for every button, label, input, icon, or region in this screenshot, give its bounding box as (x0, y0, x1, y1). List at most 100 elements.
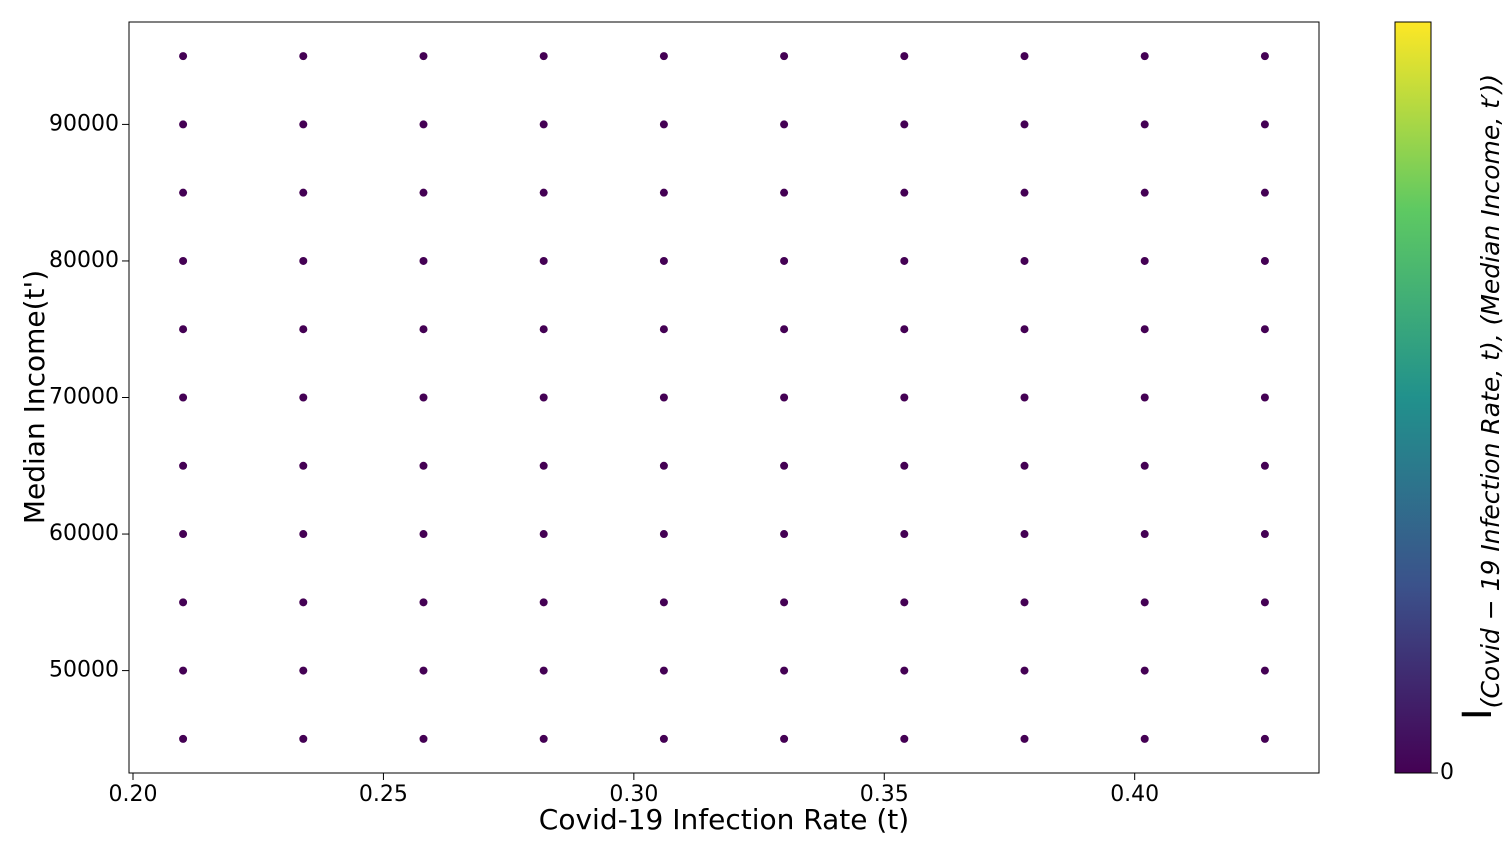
x-tick-label: 0.25 (359, 782, 408, 807)
point (299, 666, 308, 675)
point (419, 52, 428, 61)
point (659, 598, 668, 607)
point (900, 393, 909, 402)
point (299, 325, 308, 334)
point (659, 256, 668, 265)
point (1140, 598, 1149, 607)
point (780, 325, 789, 334)
point (539, 598, 548, 607)
point (299, 461, 308, 470)
point (780, 598, 789, 607)
point (539, 393, 548, 402)
y-tick-label: 90000 (49, 111, 119, 136)
point (1260, 256, 1269, 265)
x-tick-label: 0.30 (609, 782, 658, 807)
point (299, 120, 308, 129)
point (299, 530, 308, 539)
y-axis-label: Median Income(t') (18, 270, 51, 524)
point (900, 598, 909, 607)
point (1140, 120, 1149, 129)
point (1020, 393, 1029, 402)
point (1020, 734, 1029, 743)
point (539, 666, 548, 675)
point (179, 461, 188, 470)
point (659, 530, 668, 539)
point (780, 734, 789, 743)
point (419, 666, 428, 675)
point (1260, 666, 1269, 675)
point (1020, 188, 1029, 197)
point (900, 325, 909, 334)
point (780, 393, 789, 402)
point (419, 188, 428, 197)
point (539, 52, 548, 61)
y-tick-label: 80000 (49, 248, 119, 273)
point (179, 188, 188, 197)
point (179, 666, 188, 675)
colorbar-label: I(Covid − 19 Infection Rate, t), (Median… (1455, 74, 1505, 720)
point (419, 461, 428, 470)
point (1260, 461, 1269, 470)
point (659, 461, 668, 470)
point (1260, 120, 1269, 129)
colorbar-tick-label: 0 (1440, 760, 1454, 785)
point (299, 52, 308, 61)
point (1020, 666, 1029, 675)
point (1020, 256, 1029, 265)
point (659, 666, 668, 675)
point (539, 530, 548, 539)
point (539, 734, 548, 743)
point (179, 120, 188, 129)
plot-frame (128, 21, 1320, 774)
point (1260, 188, 1269, 197)
point (419, 325, 428, 334)
point (179, 734, 188, 743)
point (900, 256, 909, 265)
point (900, 666, 909, 675)
point (1140, 188, 1149, 197)
point (539, 188, 548, 197)
point (659, 120, 668, 129)
point (1260, 393, 1269, 402)
point (1140, 393, 1149, 402)
point (780, 666, 789, 675)
point (179, 52, 188, 61)
point (539, 325, 548, 334)
point (179, 256, 188, 265)
x-axis-label: Covid-19 Infection Rate (t) (539, 803, 909, 836)
point (1020, 52, 1029, 61)
point (900, 530, 909, 539)
point (900, 188, 909, 197)
point (1140, 325, 1149, 334)
point (539, 256, 548, 265)
y-tick-label: 50000 (49, 658, 119, 683)
point (780, 461, 789, 470)
point (419, 393, 428, 402)
point (1140, 530, 1149, 539)
point (659, 393, 668, 402)
point (539, 461, 548, 470)
point (419, 598, 428, 607)
y-tick-label: 60000 (49, 521, 119, 546)
point (179, 598, 188, 607)
point (299, 734, 308, 743)
point (659, 52, 668, 61)
point (1020, 120, 1029, 129)
colorbar-symbol: I (1455, 708, 1501, 720)
point (179, 325, 188, 334)
point (780, 188, 789, 197)
colorbar-frame (1394, 21, 1432, 774)
point (659, 188, 668, 197)
point (780, 120, 789, 129)
point (299, 598, 308, 607)
point (1260, 52, 1269, 61)
point (299, 256, 308, 265)
point (900, 52, 909, 61)
point (179, 393, 188, 402)
point (659, 325, 668, 334)
point (900, 120, 909, 129)
y-tick-label: 70000 (49, 385, 119, 410)
point (299, 188, 308, 197)
point (299, 393, 308, 402)
